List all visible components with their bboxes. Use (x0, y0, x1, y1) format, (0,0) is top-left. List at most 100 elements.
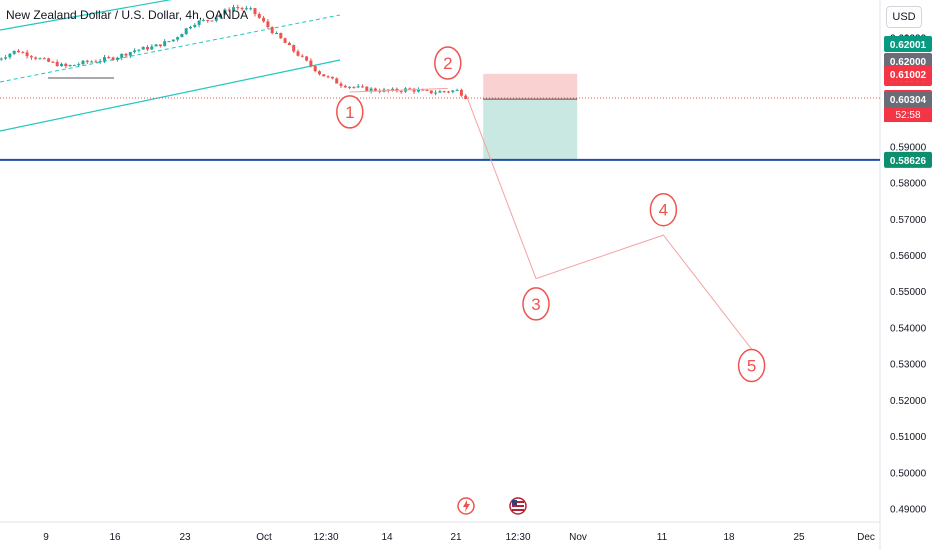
candle-body (141, 46, 145, 50)
candle-body (399, 91, 403, 93)
candle-body (77, 64, 81, 66)
candle-body (429, 90, 433, 94)
price-badge (884, 151, 932, 168)
candle-body (201, 19, 205, 21)
y-tick-label: 0.50000 (890, 468, 927, 479)
candle-body (459, 89, 463, 96)
candle-body (115, 57, 119, 60)
price-badge-label: 0.62000 (890, 57, 927, 68)
y-tick-label: 0.52000 (890, 396, 927, 407)
price-badge-label: 0.62001 (890, 40, 927, 51)
candle-body (335, 78, 339, 84)
channel-lower-line (0, 59, 341, 132)
candle-body (128, 52, 132, 56)
candle-body (90, 61, 94, 63)
candle-body (279, 33, 283, 39)
x-tick-label: Oct (256, 532, 272, 543)
candle-body (133, 50, 137, 53)
x-tick-label: 21 (450, 532, 462, 543)
x-tick-label: 9 (43, 532, 49, 543)
us-flag-stripe (512, 501, 524, 503)
candle-body (365, 86, 369, 91)
wave-label-circle (522, 287, 550, 321)
currency-button[interactable]: USD (886, 6, 922, 28)
candle-body (214, 17, 218, 21)
candle-body (227, 9, 231, 11)
candle-body (447, 91, 450, 93)
candle-body (313, 66, 317, 72)
candle-body (253, 8, 257, 15)
candle-body (120, 53, 124, 58)
candle-body (322, 74, 326, 77)
candle-body (266, 21, 270, 28)
y-tick-label: 0.56000 (890, 251, 927, 262)
candle-body (0, 58, 3, 60)
x-tick-label: Nov (569, 532, 587, 543)
candle-body (4, 57, 8, 59)
candle-body (103, 57, 106, 61)
candle-body (373, 88, 377, 91)
candle-body (464, 95, 468, 100)
candle-body (283, 38, 287, 43)
candle-body (17, 50, 20, 53)
candle-body (451, 90, 455, 92)
y-tick-label: 0.59000 (890, 142, 927, 153)
countdown-badge (884, 106, 932, 123)
candle-body (176, 37, 180, 40)
candle-body (158, 44, 162, 47)
candle-body (8, 53, 12, 58)
channel-upper-line (0, 0, 173, 31)
candle-body (107, 57, 111, 59)
target-zone (483, 99, 578, 160)
candle-body (442, 91, 446, 93)
candle-body (193, 24, 197, 27)
candle-body (210, 20, 214, 22)
wave-connector (349, 87, 448, 93)
y-tick-label: 0.58000 (890, 179, 927, 190)
candle-body (287, 42, 291, 46)
y-tick-label: 0.57000 (890, 215, 927, 226)
candle-body (180, 33, 184, 38)
candle-body (38, 58, 42, 60)
candle-body (305, 56, 309, 61)
us-flag-stripe (512, 505, 524, 507)
wave-projection-line (466, 97, 752, 350)
candle-body (249, 8, 253, 10)
candle-body (197, 20, 201, 25)
wave-label-1: 1 (345, 103, 354, 122)
candle-body (55, 61, 59, 67)
candle-body (318, 71, 321, 75)
chart-title: New Zealand Dollar / U.S. Dollar, 4h, OA… (6, 8, 249, 22)
candle-body (34, 57, 38, 59)
candle-body (309, 60, 313, 67)
x-tick-label: Dec (857, 532, 875, 543)
lightning-bolt-icon (463, 500, 470, 512)
x-tick-label: 25 (793, 532, 805, 543)
candle-body (361, 86, 364, 88)
candle-body (356, 86, 360, 88)
candle-body (94, 61, 98, 63)
channel-mid-line (0, 14, 341, 83)
candle-body (85, 60, 89, 62)
price-badge (884, 65, 932, 82)
candle-body (42, 58, 46, 60)
wave-label-2: 2 (443, 54, 452, 73)
us-flag-canton (512, 500, 517, 505)
candle-body (21, 52, 25, 54)
candle-body (171, 39, 175, 42)
candle-body (412, 88, 416, 92)
candle-body (434, 92, 438, 94)
wave-label-circle (649, 192, 678, 227)
candle-body (150, 46, 154, 50)
candle-body (339, 83, 343, 86)
candle-body (438, 91, 442, 93)
x-tick-label: 12:30 (505, 532, 530, 543)
candle-body (244, 8, 248, 10)
wave-label-circle (737, 348, 766, 383)
candle-body (29, 56, 33, 58)
candle-body (257, 14, 261, 18)
x-tick-label: 23 (179, 532, 191, 543)
candle-body (300, 55, 304, 57)
y-tick-label: 0.54000 (890, 323, 927, 334)
